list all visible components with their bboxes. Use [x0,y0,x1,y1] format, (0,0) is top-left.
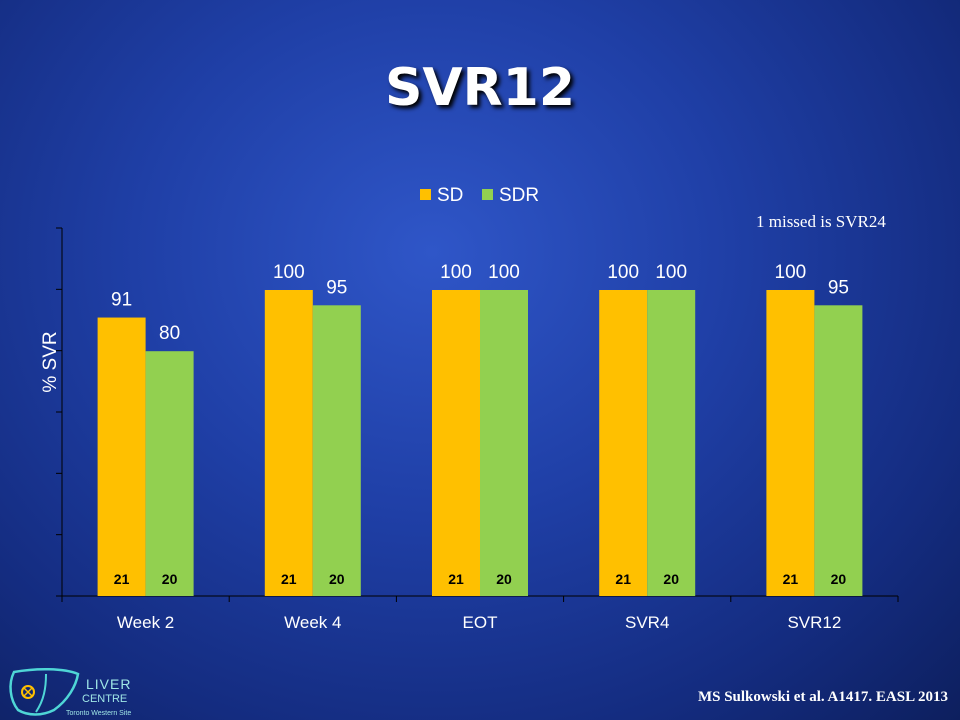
legend-swatch-sdr [482,189,493,200]
legend-swatch-sd [420,189,431,200]
x-tick-label: SVR12 [787,613,841,632]
x-tick-label: Week 4 [284,613,341,632]
bar-n-label: 21 [281,571,297,587]
bar-sdr-0 [145,351,194,596]
y-axis-label: % SVR [40,331,61,392]
bar-n-label: 20 [329,571,345,587]
bar-sdr-2 [480,290,528,596]
bar-value-label: 95 [326,277,347,298]
bar-n-label: 20 [663,571,679,587]
bar-value-label: 100 [607,262,639,283]
bar-n-label: 20 [831,571,847,587]
x-tick-label: SVR4 [625,613,669,632]
bar-sd-4 [766,290,815,596]
bar-n-label: 21 [114,571,130,587]
bar-n-label: 21 [448,571,464,587]
bar-n-label: 21 [615,571,631,587]
bar-n-label: 20 [496,571,512,587]
logo-word-liver: LIVER [86,676,132,692]
bar-sd-0 [97,317,146,596]
legend-label-sdr: SDR [499,185,539,206]
bar-n-label: 20 [162,571,178,587]
liver-logo-icon [9,667,80,716]
bar-value-label: 100 [775,262,807,283]
bar-sd-3 [599,290,648,596]
chart-legend: SD SDR [420,185,539,206]
bar-value-label: 80 [159,323,180,344]
liver-centre-logo: LIVER CENTRE Toronto Western Site [6,666,146,720]
chart-labels: 91 21 80 20 Week 2 100 21 95 20 Week 4 100 21 100 20 E… [111,262,849,632]
chart-bars [97,290,863,596]
x-tick-label: EOT [463,613,498,632]
bar-sdr-4 [814,305,863,596]
bar-value-label: 100 [655,262,687,283]
bar-value-label: 100 [440,262,472,283]
bar-sd-1 [264,290,313,596]
bar-value-label: 100 [273,262,305,283]
missed-note: 1 missed is SVR24 [756,212,886,231]
logo-subtitle: Toronto Western Site [66,710,132,717]
logo-word-centre: CENTRE [82,693,128,705]
slide-title: SVR12 [384,58,576,118]
bar-sd-2 [432,290,480,596]
bar-n-label: 21 [783,571,799,587]
bar-value-label: 95 [828,277,849,298]
bar-sdr-1 [312,305,361,596]
legend-label-sd: SD [437,185,463,206]
x-tick-label: Week 2 [117,613,174,632]
bar-sdr-3 [647,290,696,596]
citation: MS Sulkowski et al. A1417. EASL 2013 [697,689,948,705]
bar-value-label: 91 [111,290,132,311]
bar-value-label: 100 [488,262,520,283]
